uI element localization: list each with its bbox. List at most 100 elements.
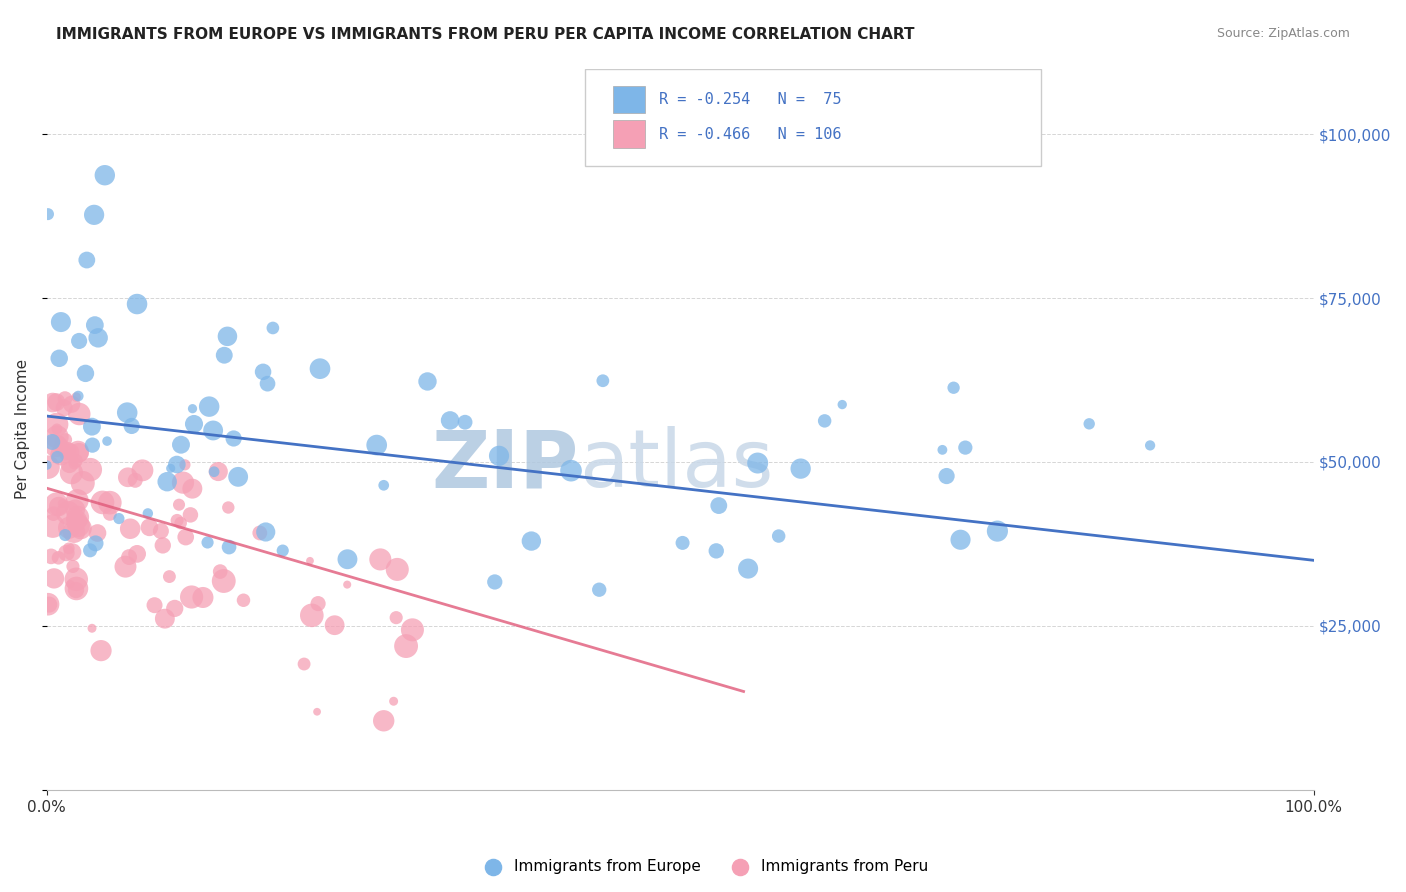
- Point: [163, 601, 186, 615]
- Point: [62, 545, 84, 559]
- Point: [55, 444, 77, 458]
- Point: [560, 464, 582, 478]
- Point: [737, 561, 759, 575]
- Point: [292, 657, 315, 671]
- Point: [72, 475, 94, 490]
- Point: [56, 506, 79, 520]
- Point: [98, 495, 121, 509]
- Point: [118, 550, 141, 565]
- Point: [704, 544, 727, 558]
- Point: [59, 577, 82, 591]
- Point: [197, 535, 219, 549]
- Point: [323, 618, 346, 632]
- Point: [520, 534, 543, 549]
- Point: [79, 462, 101, 476]
- Point: [46, 430, 69, 444]
- Point: [58, 521, 80, 535]
- Y-axis label: Per Capita Income: Per Capita Income: [15, 359, 30, 500]
- Point: [931, 442, 953, 457]
- Point: [38, 598, 60, 612]
- Point: [66, 510, 89, 524]
- Point: [60, 397, 83, 411]
- Point: [166, 458, 188, 472]
- Point: [58, 541, 80, 556]
- Point: [94, 168, 117, 182]
- Point: [76, 253, 98, 268]
- Point: [986, 524, 1008, 538]
- Point: [55, 433, 77, 447]
- Point: [385, 610, 408, 624]
- Point: [336, 577, 359, 591]
- Point: [789, 461, 811, 475]
- Point: [831, 398, 853, 412]
- Point: [65, 390, 87, 404]
- Point: [55, 546, 77, 560]
- Point: [298, 554, 321, 568]
- Point: [395, 639, 418, 653]
- Point: [202, 424, 225, 438]
- Point: [58, 458, 80, 472]
- Point: [98, 507, 121, 521]
- Point: [309, 361, 332, 376]
- Point: [252, 365, 274, 379]
- Point: [212, 574, 235, 588]
- Point: [117, 470, 139, 484]
- Point: [75, 367, 97, 381]
- Point: [48, 550, 70, 565]
- Point: [124, 473, 146, 487]
- Point: [226, 470, 249, 484]
- Point: [96, 434, 118, 448]
- Point: [91, 495, 114, 509]
- Point: [181, 482, 204, 496]
- Point: [125, 297, 148, 311]
- Point: [39, 549, 62, 564]
- Point: [53, 401, 76, 415]
- Point: [42, 507, 65, 521]
- Point: [307, 705, 329, 719]
- Point: [138, 520, 160, 534]
- Point: [222, 432, 245, 446]
- Point: [198, 400, 221, 414]
- Point: [814, 414, 837, 428]
- Point: [262, 321, 284, 335]
- Point: [120, 522, 142, 536]
- Point: [67, 518, 90, 533]
- Point: [209, 565, 232, 579]
- Point: [65, 572, 87, 586]
- Point: [181, 401, 204, 416]
- Point: [191, 591, 214, 605]
- Point: [83, 208, 105, 222]
- Point: [179, 508, 201, 522]
- Point: [207, 465, 229, 479]
- Point: [166, 513, 188, 527]
- Point: [156, 475, 179, 489]
- Point: [169, 516, 191, 530]
- Text: R = -0.466   N = 106: R = -0.466 N = 106: [658, 127, 841, 142]
- Point: [301, 608, 323, 623]
- Point: [62, 559, 84, 574]
- Point: [180, 590, 202, 604]
- Point: [65, 513, 87, 527]
- Point: [214, 348, 236, 362]
- Point: [65, 582, 87, 596]
- Point: [174, 530, 197, 544]
- Point: [45, 439, 67, 453]
- Text: IMMIGRANTS FROM EUROPE VS IMMIGRANTS FROM PERU PER CAPITA INCOME CORRELATION CHA: IMMIGRANTS FROM EUROPE VS IMMIGRANTS FRO…: [56, 27, 915, 42]
- Point: [373, 478, 395, 492]
- Point: [955, 441, 977, 455]
- Point: [35, 458, 58, 472]
- Point: [42, 571, 65, 585]
- Point: [174, 458, 197, 472]
- Point: [592, 374, 614, 388]
- Point: [131, 463, 153, 477]
- Point: [37, 207, 59, 221]
- Point: [56, 443, 79, 458]
- Point: [69, 521, 91, 535]
- Point: [90, 643, 112, 657]
- Point: [41, 434, 63, 449]
- Point: [60, 466, 83, 480]
- Point: [48, 351, 70, 366]
- Point: [202, 465, 225, 479]
- Point: [67, 334, 90, 348]
- Point: [307, 597, 329, 611]
